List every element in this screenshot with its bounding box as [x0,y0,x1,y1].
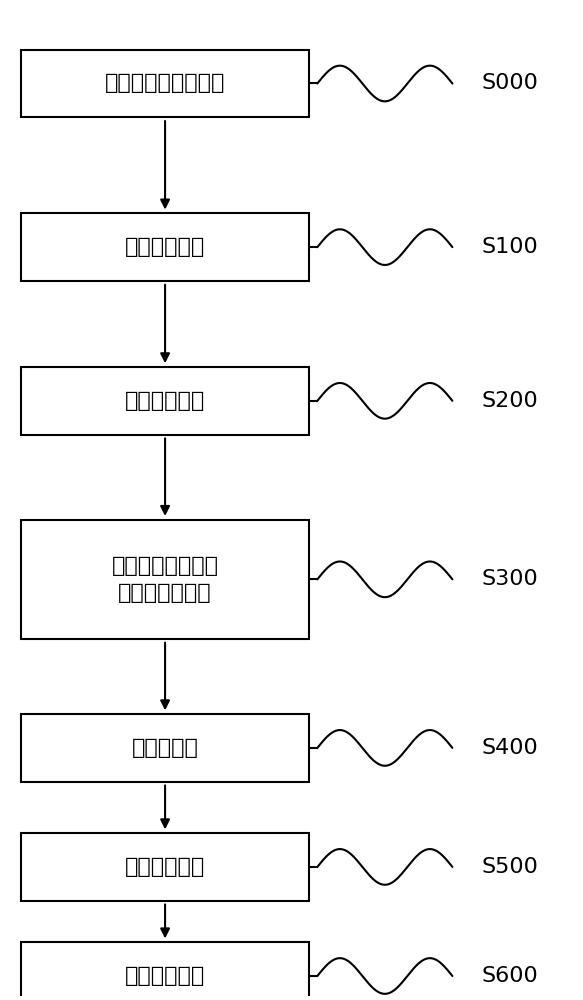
Text: 获取诊断波谱特征
增强的波谱向量: 获取诊断波谱特征 增强的波谱向量 [111,556,219,603]
FancyBboxPatch shape [22,213,309,281]
Text: S600: S600 [481,966,538,986]
Text: S500: S500 [481,857,538,877]
Text: 获取高光谱影像数据: 获取高光谱影像数据 [105,73,225,93]
FancyBboxPatch shape [22,50,309,117]
Text: S300: S300 [481,569,538,589]
FancyBboxPatch shape [22,520,309,639]
Text: 计算欧式距离: 计算欧式距离 [125,857,205,877]
Text: 提取蚀变矿物: 提取蚀变矿物 [125,966,205,986]
Text: 获取二维矩阵: 获取二维矩阵 [125,237,205,257]
Text: 分解二维矩阵: 分解二维矩阵 [125,391,205,411]
Text: S400: S400 [481,738,538,758]
Text: 计算矢量积: 计算矢量积 [132,738,198,758]
Text: S000: S000 [481,73,538,93]
Text: S200: S200 [481,391,538,411]
FancyBboxPatch shape [22,942,309,1000]
Text: S100: S100 [481,237,538,257]
FancyBboxPatch shape [22,833,309,901]
FancyBboxPatch shape [22,714,309,782]
FancyBboxPatch shape [22,367,309,435]
